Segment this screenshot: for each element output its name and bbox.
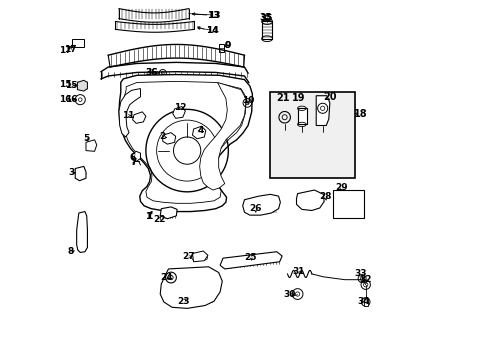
- Text: 34: 34: [357, 297, 369, 306]
- Polygon shape: [86, 140, 97, 151]
- Polygon shape: [163, 133, 175, 144]
- Text: 15: 15: [64, 81, 77, 90]
- Text: 28: 28: [318, 192, 331, 201]
- Text: 8: 8: [68, 247, 74, 256]
- Text: 30: 30: [283, 290, 295, 299]
- Text: 4: 4: [197, 126, 203, 135]
- Polygon shape: [296, 190, 324, 211]
- Text: 14: 14: [205, 26, 218, 35]
- Polygon shape: [363, 298, 367, 306]
- Polygon shape: [192, 251, 207, 262]
- Bar: [333, 190, 363, 218]
- Bar: [270, 92, 354, 178]
- Text: 32: 32: [359, 275, 371, 284]
- Polygon shape: [77, 80, 87, 91]
- Text: 6: 6: [129, 153, 136, 162]
- Polygon shape: [160, 267, 222, 309]
- Polygon shape: [75, 166, 86, 181]
- Text: 11: 11: [122, 111, 134, 120]
- Text: 17: 17: [59, 46, 72, 55]
- Bar: [261, 22, 272, 39]
- Text: 36: 36: [145, 68, 158, 77]
- Polygon shape: [132, 112, 145, 123]
- Bar: [297, 108, 306, 125]
- Text: 15: 15: [59, 81, 72, 90]
- Polygon shape: [199, 82, 246, 190]
- Text: 13: 13: [207, 10, 220, 19]
- Text: 35: 35: [260, 14, 273, 23]
- Text: 29: 29: [335, 183, 347, 192]
- Polygon shape: [172, 107, 185, 118]
- Text: 17: 17: [64, 45, 77, 54]
- Text: 20: 20: [323, 92, 336, 102]
- Polygon shape: [77, 212, 87, 252]
- Text: 24: 24: [160, 273, 172, 282]
- Text: 1: 1: [146, 212, 152, 221]
- Text: 21: 21: [276, 93, 289, 103]
- Polygon shape: [132, 151, 140, 161]
- Text: 18: 18: [353, 109, 367, 119]
- Text: 13: 13: [206, 10, 219, 19]
- Text: 16: 16: [59, 95, 72, 104]
- Text: 5: 5: [83, 134, 90, 143]
- Polygon shape: [242, 194, 280, 215]
- Polygon shape: [316, 96, 329, 126]
- Text: 36: 36: [145, 68, 157, 77]
- Text: 10: 10: [242, 96, 254, 105]
- Text: 14: 14: [205, 26, 218, 35]
- Text: 9: 9: [224, 41, 230, 50]
- Text: 9: 9: [224, 41, 230, 50]
- Bar: [219, 44, 223, 51]
- Text: 26: 26: [248, 204, 261, 213]
- Text: 7: 7: [131, 158, 137, 167]
- Polygon shape: [119, 75, 252, 212]
- Text: 2: 2: [159, 132, 165, 141]
- Text: 16: 16: [64, 95, 77, 104]
- Polygon shape: [192, 126, 205, 139]
- Text: 1: 1: [144, 212, 150, 221]
- Polygon shape: [72, 40, 83, 46]
- Text: 27: 27: [182, 252, 195, 261]
- Polygon shape: [119, 89, 140, 137]
- Text: 19: 19: [292, 93, 305, 103]
- Text: 22: 22: [153, 215, 165, 224]
- Polygon shape: [220, 252, 282, 269]
- Text: 35: 35: [259, 13, 272, 22]
- Text: 31: 31: [291, 267, 304, 276]
- Text: 3: 3: [68, 168, 75, 177]
- Text: 12: 12: [174, 103, 186, 112]
- Text: 33: 33: [354, 269, 366, 278]
- Text: 25: 25: [244, 253, 257, 262]
- Polygon shape: [160, 207, 177, 219]
- Text: 23: 23: [177, 297, 189, 306]
